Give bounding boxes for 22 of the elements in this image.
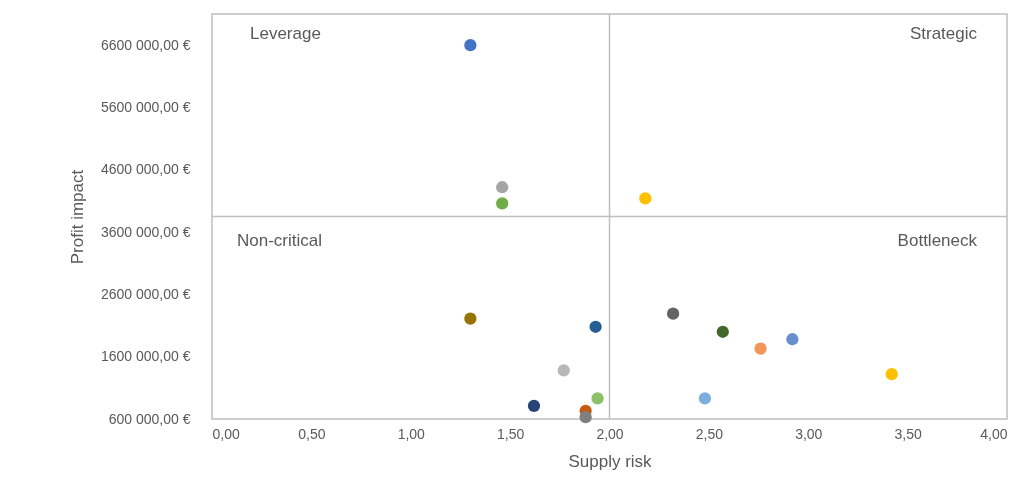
y-tick-label: 5600 000,00 € [100,98,191,115]
x-tick-label: 1,50 [497,425,525,442]
x-tick-label: 4,00 [980,425,1008,442]
y-tick-label: 600 000,00 € [108,410,191,427]
annotation: Bottleneck [897,230,978,250]
y-tick-label: 2600 000,00 € [100,285,191,302]
y-tick-label: 1600 000,00 € [100,348,191,365]
y-tick-label: 3600 000,00 € [100,223,191,240]
annotation: Non-critical [237,230,323,250]
y-tick-label: 4600 000,00 € [100,161,191,178]
annotation: Leverage [250,24,321,43]
y-tick-label: 6600 000,00 € [100,36,191,53]
x-tick-label: 3,50 [894,425,922,442]
x-tick-label: 0,50 [298,425,326,442]
x-axis-title: Supply risk [568,451,653,471]
x-tick-label: 2,50 [695,425,724,442]
x-tick-label: 3,00 [795,425,823,442]
x-tick-label: 1,00 [397,425,426,442]
y-axis-title: Profit impact [67,169,87,265]
x-tick-label: 2,00 [596,425,624,442]
annotation: Strategic [909,24,978,43]
x-tick-label: 0,00 [212,425,240,442]
